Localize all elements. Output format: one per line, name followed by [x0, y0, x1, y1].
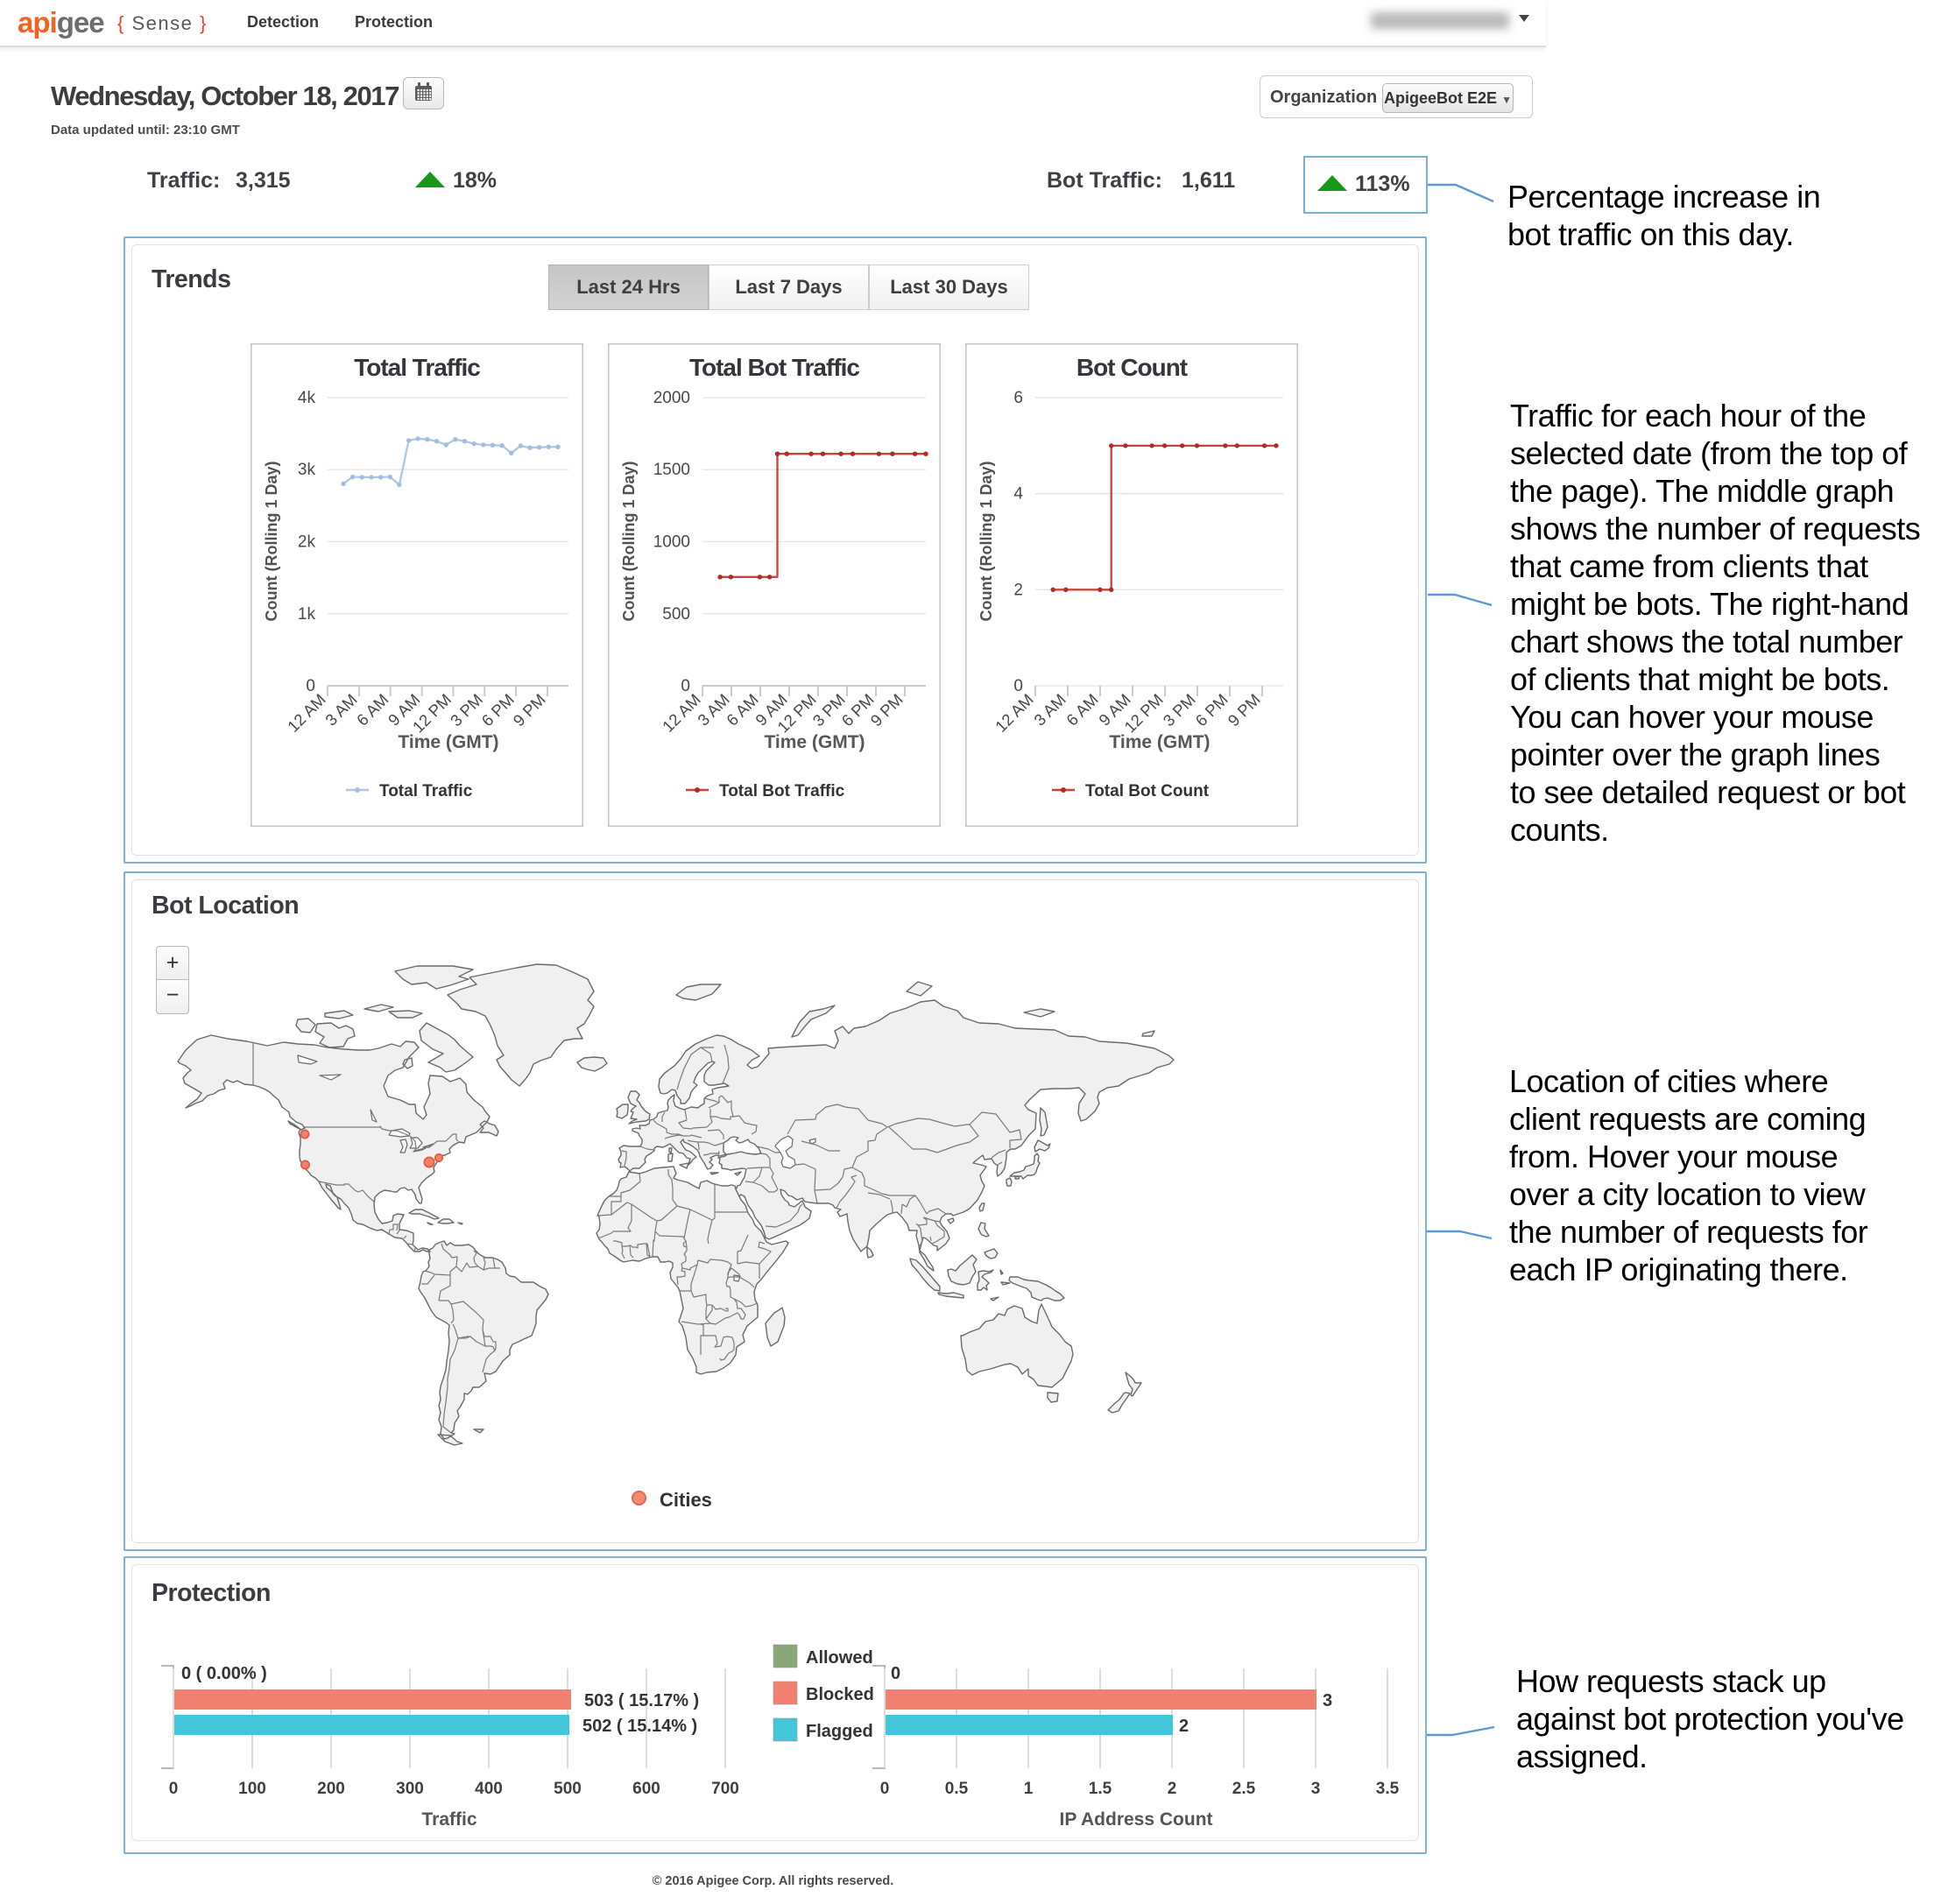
svg-text:0: 0 [880, 1780, 890, 1798]
svg-text:200: 200 [317, 1780, 345, 1798]
svg-text:6: 6 [1013, 389, 1023, 407]
svg-text:Count (Rolling 1 Day): Count (Rolling 1 Day) [978, 462, 995, 622]
svg-text:4k: 4k [298, 389, 316, 407]
svg-text:Blocked: Blocked [806, 1685, 874, 1704]
svg-text:2.5: 2.5 [1232, 1780, 1256, 1798]
svg-text:2k: 2k [298, 533, 316, 552]
svg-text:Time (GMT): Time (GMT) [398, 732, 498, 752]
svg-text:Traffic: Traffic [421, 1809, 476, 1830]
svg-text:0: 0 [169, 1780, 179, 1798]
svg-text:2: 2 [1168, 1780, 1177, 1798]
svg-text:4: 4 [1013, 485, 1023, 504]
svg-text:700: 700 [711, 1780, 739, 1798]
svg-text:502 ( 15.14% ): 502 ( 15.14% ) [582, 1717, 697, 1736]
svg-text:503 ( 15.17% ): 503 ( 15.17% ) [584, 1691, 699, 1710]
svg-text:1.5: 1.5 [1089, 1780, 1112, 1798]
svg-text:3: 3 [1323, 1691, 1332, 1710]
svg-text:Time (GMT): Time (GMT) [764, 732, 865, 752]
svg-text:Total Bot Traffic: Total Bot Traffic [719, 782, 845, 800]
svg-text:Total Bot Traffic: Total Bot Traffic [689, 354, 859, 381]
svg-text:0: 0 [681, 677, 690, 695]
svg-text:400: 400 [475, 1780, 503, 1798]
svg-text:Flagged: Flagged [806, 1722, 873, 1741]
svg-text:1500: 1500 [653, 461, 690, 479]
svg-text:IP Address Count: IP Address Count [1059, 1809, 1212, 1830]
svg-text:3: 3 [1311, 1780, 1321, 1798]
svg-text:2000: 2000 [653, 389, 690, 407]
svg-text:Total Traffic: Total Traffic [354, 354, 480, 381]
svg-text:3k: 3k [298, 461, 316, 479]
svg-text:Time (GMT): Time (GMT) [1109, 732, 1210, 752]
svg-text:Total Bot Count: Total Bot Count [1085, 782, 1210, 800]
svg-text:500: 500 [554, 1780, 582, 1798]
svg-text:1000: 1000 [653, 533, 690, 552]
svg-text:0: 0 [306, 677, 315, 695]
svg-text:Bot Count: Bot Count [1076, 354, 1188, 381]
svg-text:0.5: 0.5 [945, 1780, 969, 1798]
svg-text:1: 1 [1024, 1780, 1034, 1798]
svg-text:0: 0 [891, 1664, 900, 1683]
svg-text:1k: 1k [298, 605, 316, 624]
svg-text:3.5: 3.5 [1376, 1780, 1400, 1798]
svg-text:500: 500 [662, 605, 690, 624]
svg-text:Count (Rolling 1 Day): Count (Rolling 1 Day) [620, 462, 638, 622]
svg-text:2: 2 [1013, 581, 1023, 599]
svg-text:Count (Rolling 1 Day): Count (Rolling 1 Day) [263, 462, 280, 622]
svg-text:0: 0 [1013, 677, 1023, 695]
svg-text:2: 2 [1179, 1717, 1189, 1736]
svg-text:Allowed: Allowed [806, 1648, 873, 1668]
svg-text:0 ( 0.00% ): 0 ( 0.00% ) [181, 1664, 267, 1683]
svg-text:100: 100 [238, 1780, 266, 1798]
svg-text:600: 600 [632, 1780, 660, 1798]
svg-text:300: 300 [396, 1780, 424, 1798]
svg-text:Total Traffic: Total Traffic [379, 782, 473, 800]
